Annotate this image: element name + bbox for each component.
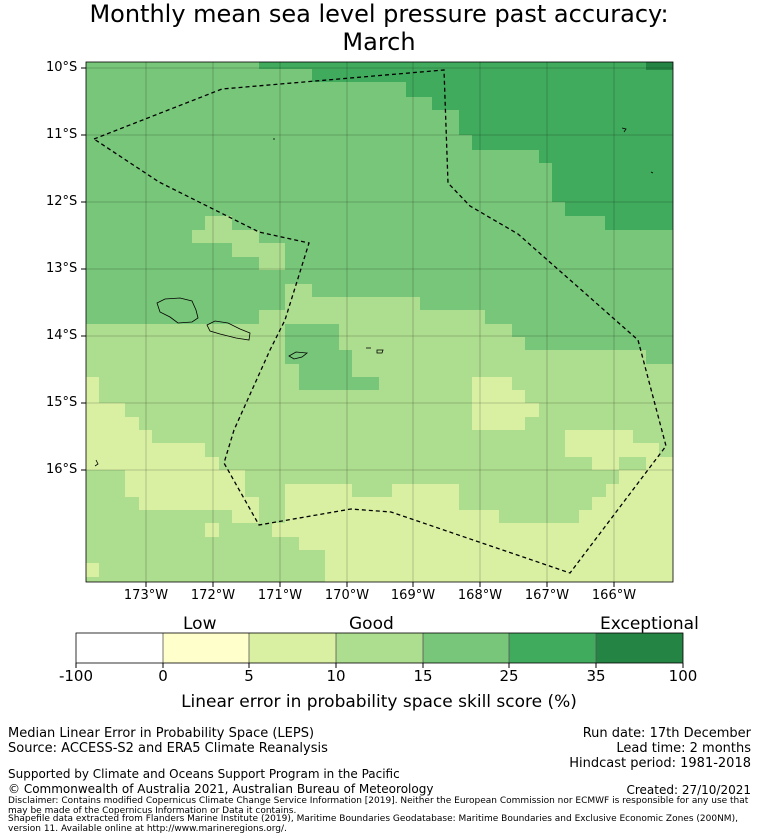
lon-label: 167°W (524, 588, 570, 603)
skill-region-5-10-east (565, 430, 659, 470)
colorbar-swatch-6 (596, 633, 683, 663)
colorbar-swatch-5 (509, 633, 596, 663)
skill-region-5-10-south (272, 457, 673, 582)
skill-region-25-35 (259, 62, 673, 230)
islands (94, 127, 654, 467)
lat-label: 10°S (46, 60, 78, 75)
colorbar-tick: 35 (586, 667, 606, 685)
lat-label: 14°S (46, 328, 78, 343)
title-line-2: March (342, 28, 416, 56)
upolu-island (206, 320, 251, 341)
colorbar (75, 632, 684, 668)
skill-region-5-10-west (86, 377, 259, 523)
skill-cell-5-10-corner (86, 563, 99, 577)
title-line-1: Monthly mean sea level pressure past acc… (89, 0, 669, 28)
footer-method: Median Linear Error in Probability Space… (8, 726, 315, 741)
colorbar-swatch-4 (423, 633, 509, 663)
tokelau-island-1 (621, 127, 627, 133)
lon-label: 173°W (123, 588, 169, 603)
chart-title: Monthly mean sea level pressure past acc… (0, 0, 758, 56)
footer-hindcast: Hindcast period: 1981-2018 (569, 756, 751, 771)
lat-label: 11°S (46, 127, 78, 142)
lon-label: 172°W (190, 588, 236, 603)
footer-run-date: Run date: 17th December (582, 726, 751, 741)
footer-shapefile: Shapefile data extracted from Flanders M… (8, 814, 738, 834)
colorbar-swatch-0 (76, 633, 163, 663)
colorbar-tick: -100 (58, 667, 94, 685)
skill-region-15-25-patch (285, 324, 379, 390)
footer-lead-time: Lead time: 2 months (616, 741, 751, 756)
colorbar-tick: 0 (158, 667, 168, 685)
skill-region-35-100 (646, 62, 673, 70)
skill-map (75, 61, 684, 668)
lat-label: 15°S (46, 395, 78, 410)
skill-region-5-10-mid (472, 377, 539, 430)
colorbar-tick: 5 (244, 667, 254, 685)
wallis-island (94, 459, 99, 467)
colorbar-swatch-2 (249, 633, 336, 663)
colorbar-swatch-3 (336, 633, 423, 663)
footer-support: Supported by Climate and Oceans Support … (8, 767, 400, 781)
savaii-island (156, 297, 199, 324)
tutuila-island (288, 351, 309, 360)
colorbar-category-good: Good (349, 614, 394, 634)
footer-created: Created: 27/10/2021 (626, 783, 751, 797)
lon-label: 171°W (257, 588, 303, 603)
lon-label: 170°W (324, 588, 370, 603)
skill-cell-5-10 (205, 523, 219, 537)
axis-ticks (81, 67, 615, 587)
colorbar-category-exceptional: Exceptional (600, 614, 699, 634)
lat-label: 16°S (46, 462, 78, 477)
lat-label: 13°S (46, 261, 78, 276)
map-frame (85, 61, 674, 583)
colorbar-frame (75, 632, 684, 664)
lon-label: 166°W (591, 588, 637, 603)
colorbar-tick: 10 (326, 667, 346, 685)
colorbar-category-low: Low (183, 614, 217, 634)
lon-label: 169°W (390, 588, 436, 603)
colorbar-swatch-1 (163, 633, 249, 663)
colorbar-tick: 25 (499, 667, 519, 685)
colorbar-tick: 100 (668, 667, 698, 685)
colorbar-tick: 15 (413, 667, 433, 685)
footer-source: Source: ACCESS-S2 and ERA5 Climate Reana… (8, 741, 328, 756)
colorbar-title: Linear error in probability space skill … (181, 692, 577, 712)
eez-boundary (92, 69, 667, 574)
lat-label: 12°S (46, 194, 78, 209)
tokelau-island-2 (650, 171, 654, 174)
footer-copyright: © Commonwealth of Australia 2021, Austra… (8, 782, 434, 796)
footer-disclaimer: Disclaimer: Contains modified Copernicus… (8, 796, 749, 816)
manua-island-2 (376, 349, 384, 354)
lon-label: 168°W (457, 588, 503, 603)
skill-region-10-15-north (192, 216, 285, 270)
